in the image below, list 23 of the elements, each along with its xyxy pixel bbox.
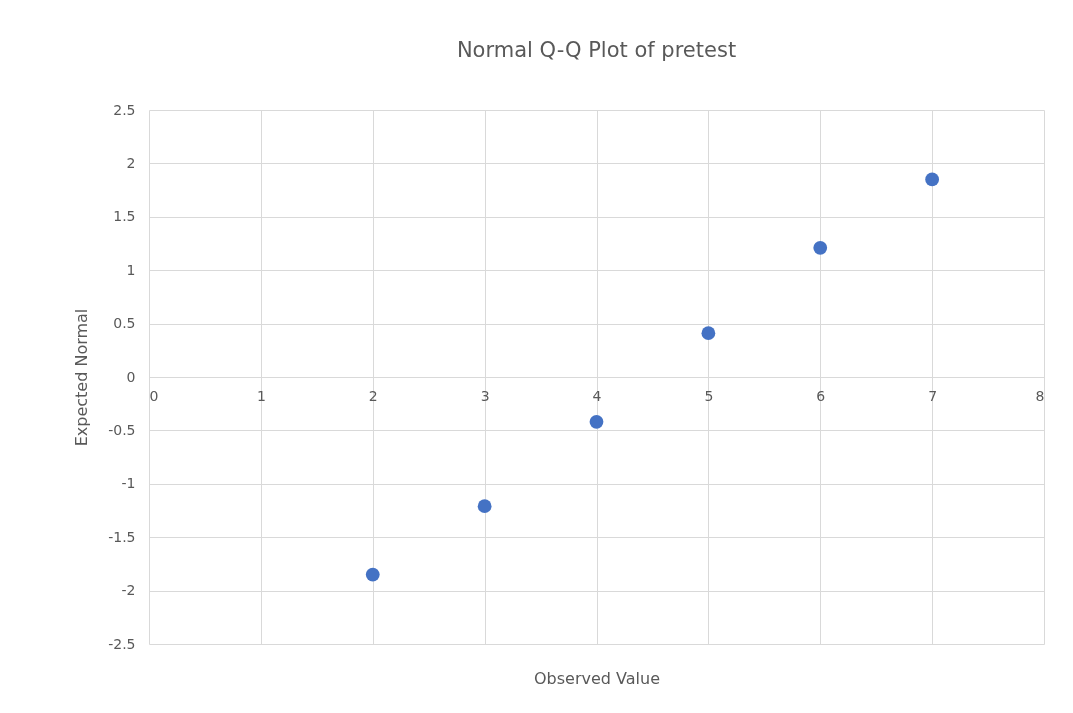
y-tick-label: 0 [126,368,136,385]
y-tick-label: 0.5 [113,315,136,332]
y-tick-label: 1.5 [113,208,136,225]
x-tick-label: 0 [149,387,159,404]
x-tick-label: 7 [928,387,938,404]
y-tick-label: 2.5 [113,101,136,118]
x-tick-label: 8 [1035,387,1045,404]
chart-title: Normal Q-Q Plot of pretest [456,38,737,62]
y-tick-label: -2 [121,582,136,599]
y-tick-label: -2.5 [108,635,136,652]
y-axis-title: Expected Normal [72,308,92,447]
y-tick-label: 2 [126,154,136,171]
x-axis-title: Observed Value [534,668,660,688]
x-tick-label: 5 [704,387,714,404]
y-tick-label: -1.5 [108,528,136,545]
y-tick-label: -1 [121,475,136,492]
y-tick-label: -0.5 [108,421,136,438]
x-tick-label: 2 [368,387,378,404]
y-tick-label: 1 [126,261,136,278]
x-tick-label: 4 [592,387,602,404]
x-tick-label: 6 [816,387,826,404]
x-tick-label: 1 [256,387,266,404]
x-tick-label: 3 [480,387,490,404]
